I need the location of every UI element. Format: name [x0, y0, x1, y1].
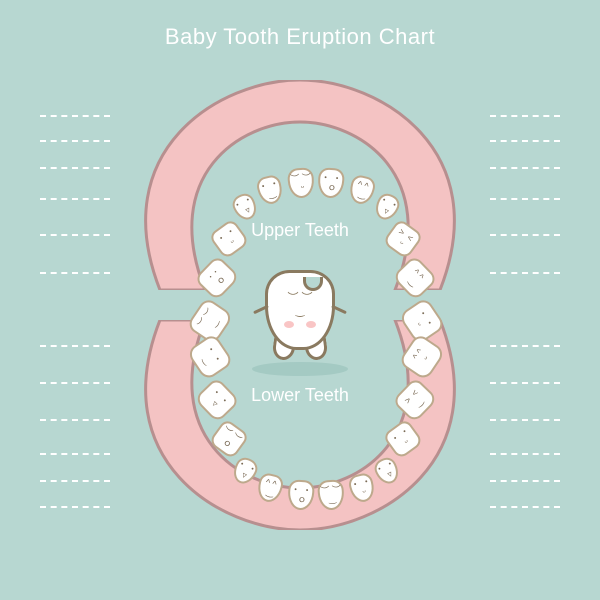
lower-tooth-6-face: ・ ・ ▿: [232, 457, 258, 485]
upper-tooth-5: ・ ・ ▿: [371, 190, 402, 223]
upper-tooth-2-face: ・ ・ ‿: [257, 176, 282, 204]
blank-line-left-10: [40, 480, 110, 482]
lower-tooth-7: ・ ・ ▿: [371, 454, 402, 487]
blank-line-right-2: [490, 167, 560, 169]
blank-line-left-11: [40, 506, 110, 508]
blank-line-right-3: [490, 198, 560, 200]
lower-tooth-0: ・ ・ ‿: [186, 333, 234, 382]
lower-tooth-9: ・ ・ ᵕ: [347, 472, 377, 505]
blank-line-left-2: [40, 167, 110, 169]
lower-tooth-4: ︶ ︶ ｏ: [208, 418, 250, 460]
mascot-face: ︶ ︶ ‿: [275, 292, 325, 318]
lower-tooth-7-face: ・ ・ ▿: [374, 457, 400, 485]
upper-tooth-5-face: ・ ・ ▿: [374, 193, 400, 221]
blank-line-right-1: [490, 140, 560, 142]
upper-tooth-4: ・ ・ ▿: [229, 190, 260, 223]
upper-tooth-9: ^ ^ ‿: [392, 255, 439, 302]
upper-tooth-2: ・ ・ ‿: [255, 174, 285, 207]
blank-line-left-7: [40, 382, 110, 384]
lower-tooth-5: ・ ・ ᵕ: [382, 418, 424, 460]
blank-line-right-10: [490, 480, 560, 482]
lower-tooth-4-face: ︶ ︶ ｏ: [211, 421, 247, 457]
upper-tooth-3: ^ ^ ‿: [347, 174, 377, 207]
lower-tooth-1-face: ^ ^ ᵕ: [401, 335, 444, 378]
upper-tooth-8: ･ ･ ｏ: [194, 255, 241, 302]
blank-line-left-8: [40, 419, 110, 421]
lower-tooth-6: ・ ・ ▿: [229, 454, 260, 487]
mascot-cheek-right: [306, 321, 316, 328]
upper-tooth-0: ︶ ︶ ᵕ: [287, 167, 315, 199]
upper-teeth-label: Upper Teeth: [200, 220, 400, 241]
blank-line-right-9: [490, 453, 560, 455]
lower-teeth-label: Lower Teeth: [200, 385, 400, 406]
blank-line-right-4: [490, 234, 560, 236]
upper-tooth-0-face: ︶ ︶ ᵕ: [289, 169, 313, 196]
blank-line-right-7: [490, 382, 560, 384]
blank-line-left-1: [40, 140, 110, 142]
upper-tooth-4-face: ・ ・ ▿: [232, 193, 258, 221]
blank-line-left-3: [40, 198, 110, 200]
lower-tooth-0-face: ・ ・ ‿: [189, 335, 232, 378]
mascot-eyes: ︶ ︶: [275, 292, 325, 305]
lower-tooth-8: ^ ^ ‿: [255, 472, 285, 505]
upper-tooth-3-face: ^ ^ ‿: [349, 176, 374, 204]
blank-line-right-11: [490, 506, 560, 508]
lower-tooth-5-face: ・ ・ ᵕ: [385, 421, 421, 457]
mascot-cheek-left: [284, 321, 294, 328]
lower-tooth-1: ^ ^ ᵕ: [398, 333, 446, 382]
blank-line-left-5: [40, 272, 110, 274]
upper-tooth-1: ・ ・ ｏ: [317, 167, 345, 199]
blank-line-right-8: [490, 419, 560, 421]
lower-tooth-9-face: ・ ・ ᵕ: [349, 474, 374, 502]
blank-line-left-6: [40, 345, 110, 347]
lower-tooth-8-face: ^ ^ ‿: [257, 474, 282, 502]
blank-line-right-6: [490, 345, 560, 347]
upper-tooth-1-face: ・ ・ ｏ: [319, 169, 343, 196]
blank-line-right-5: [490, 272, 560, 274]
blank-line-right-0: [490, 115, 560, 117]
mascot-notch: [303, 277, 323, 291]
lower-tooth-3-face: > < ‿: [395, 379, 436, 420]
upper-tooth-9-face: ^ ^ ‿: [395, 257, 436, 298]
lower-tooth-10-face: ・ ・ ｏ: [289, 481, 313, 508]
lower-tooth-10: ・ ・ ｏ: [287, 479, 315, 511]
tooth-mascot: ︶ ︶ ‿: [255, 260, 345, 370]
upper-teeth-group: ︶ ︶ ᵕ・ ・ ｏ・ ・ ‿^ ^ ‿・ ・ ▿・ ・ ▿・ ・ ᵕ> < ᵕ…: [130, 80, 470, 290]
blank-line-left-4: [40, 234, 110, 236]
upper-tooth-8-face: ･ ･ ｏ: [197, 257, 238, 298]
blank-line-left-9: [40, 453, 110, 455]
lower-tooth-11-face: ︶ ︶ ‿: [319, 481, 343, 508]
chart-canvas: Baby Tooth Eruption Chart ︶ ︶ ᵕ・ ・ ｏ・ ・ …: [0, 0, 600, 600]
lower-tooth-11: ︶ ︶ ‿: [317, 479, 345, 511]
chart-title: Baby Tooth Eruption Chart: [0, 24, 600, 50]
blank-line-left-0: [40, 115, 110, 117]
mascot-mouth: ‿: [275, 305, 325, 318]
